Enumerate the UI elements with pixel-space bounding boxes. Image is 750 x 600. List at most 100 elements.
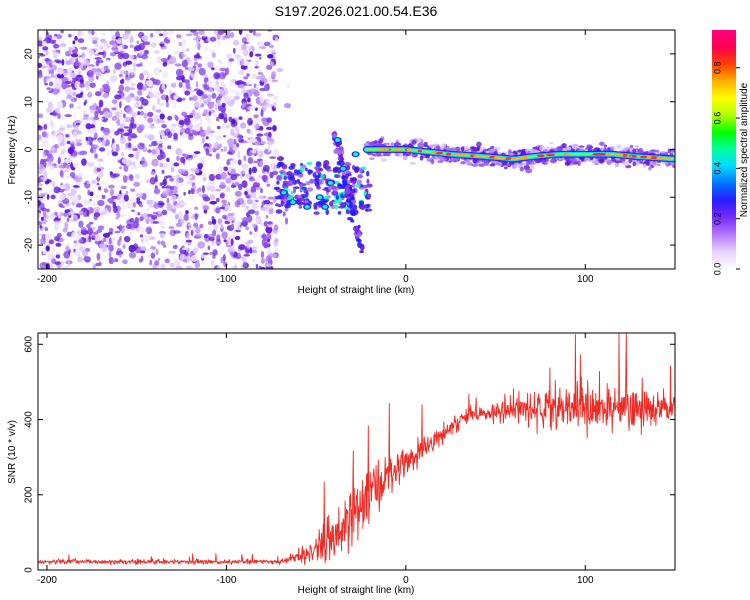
diagonal-branch xyxy=(331,130,365,254)
cluster-speckle xyxy=(336,160,341,166)
trace-halo xyxy=(369,157,375,160)
noise-speckle xyxy=(77,30,81,36)
noise-speckle xyxy=(185,82,191,90)
noise-speckle xyxy=(54,51,60,58)
noise-speckle xyxy=(48,158,52,166)
noise-speckle xyxy=(134,45,142,52)
noise-speckle xyxy=(269,201,274,205)
branch-speckle xyxy=(341,175,345,180)
noise-speckle xyxy=(242,49,249,56)
noise-speckle xyxy=(144,134,149,138)
noise-speckle xyxy=(207,61,214,69)
trace-halo xyxy=(439,156,447,162)
noise-speckle xyxy=(41,216,44,221)
noise-speckle xyxy=(61,59,65,66)
noise-speckle xyxy=(58,79,63,84)
noise-speckle xyxy=(55,251,60,255)
noise-speckle xyxy=(56,134,64,143)
noise-speckle xyxy=(203,40,209,44)
noise-speckle xyxy=(233,47,236,54)
cluster-speckle xyxy=(354,166,359,174)
noise-speckle xyxy=(38,134,42,140)
noise-speckle xyxy=(139,234,144,238)
noise-speckle xyxy=(66,217,70,222)
trace-halo xyxy=(409,161,416,165)
y-tick-label: 0 xyxy=(24,567,35,573)
noise-speckle xyxy=(99,110,104,116)
noise-speckle xyxy=(98,147,106,152)
trace-halo xyxy=(532,146,539,150)
noise-speckle xyxy=(211,52,216,58)
cluster-speckle xyxy=(359,204,367,210)
noise-speckle xyxy=(142,84,148,91)
noise-speckle xyxy=(129,54,135,60)
noise-speckle xyxy=(146,199,154,205)
noise-speckle xyxy=(166,157,170,163)
noise-speckle xyxy=(176,155,180,162)
noise-speckle xyxy=(79,46,86,50)
noise-speckle xyxy=(254,53,262,57)
noise-speckle xyxy=(219,88,226,97)
noise-speckle xyxy=(58,124,66,133)
noise-speckle xyxy=(267,144,271,153)
noise-speckle xyxy=(62,227,68,233)
noise-speckle xyxy=(128,87,136,91)
trace-hotspot xyxy=(394,148,403,151)
branch-speckle xyxy=(356,238,361,242)
noise-speckle xyxy=(55,60,63,64)
noise-speckle xyxy=(43,171,48,179)
trace-halo xyxy=(380,158,388,162)
noise-speckle xyxy=(93,51,96,55)
noise-speckle xyxy=(116,247,123,256)
noise-speckle xyxy=(53,226,58,231)
noise-speckle xyxy=(186,114,194,119)
branch-speckle xyxy=(345,173,349,179)
noise-speckle xyxy=(241,255,247,264)
noise-speckle xyxy=(91,67,97,72)
noise-speckle xyxy=(122,52,130,60)
noise-speckle xyxy=(44,82,48,86)
cluster-speckle xyxy=(345,209,351,215)
noise-speckle xyxy=(260,251,265,259)
trace-halo xyxy=(371,141,375,146)
noise-speckle xyxy=(223,146,227,152)
noise-speckle xyxy=(198,192,202,197)
noise-speckle xyxy=(162,179,167,186)
noise-speckle xyxy=(109,189,114,196)
branch-speckle xyxy=(344,187,351,195)
noise-speckle xyxy=(161,191,169,197)
noise-speckle xyxy=(96,167,101,172)
noise-speckle xyxy=(248,209,256,215)
x-tick-label: 100 xyxy=(577,575,594,586)
noise-speckle xyxy=(77,151,84,155)
noise-speckle xyxy=(223,117,228,124)
branch-speckle xyxy=(357,224,361,229)
trace-hotspot xyxy=(376,148,385,151)
noise-speckle xyxy=(272,124,277,132)
noise-speckle xyxy=(204,95,209,99)
noise-speckle xyxy=(77,38,85,44)
noise-speckle xyxy=(66,124,73,129)
cluster-speckle xyxy=(318,178,324,185)
trace-halo xyxy=(423,141,428,147)
noise-speckle xyxy=(111,35,117,41)
trace-halo xyxy=(616,144,622,149)
noise-speckle xyxy=(120,185,127,190)
noise-speckle xyxy=(132,201,136,208)
noise-speckle xyxy=(98,186,102,191)
noise-speckle xyxy=(169,90,174,93)
noise-speckle xyxy=(110,30,113,36)
noise-speckle xyxy=(269,171,274,179)
noise-speckle xyxy=(78,220,84,228)
noise-speckle xyxy=(157,219,165,226)
colorbar: 0.0 0.2 0.4 0.6 0.8 Normalized spectral ampl… xyxy=(712,30,750,275)
noise-speckle xyxy=(254,140,261,146)
noise-speckle xyxy=(238,183,243,191)
noise-speckle xyxy=(97,175,102,179)
noise-speckle xyxy=(147,149,152,153)
noise-speckle xyxy=(86,181,94,185)
noise-speckle xyxy=(159,162,164,168)
noise-speckle xyxy=(59,42,67,48)
noise-speckle xyxy=(159,119,165,124)
